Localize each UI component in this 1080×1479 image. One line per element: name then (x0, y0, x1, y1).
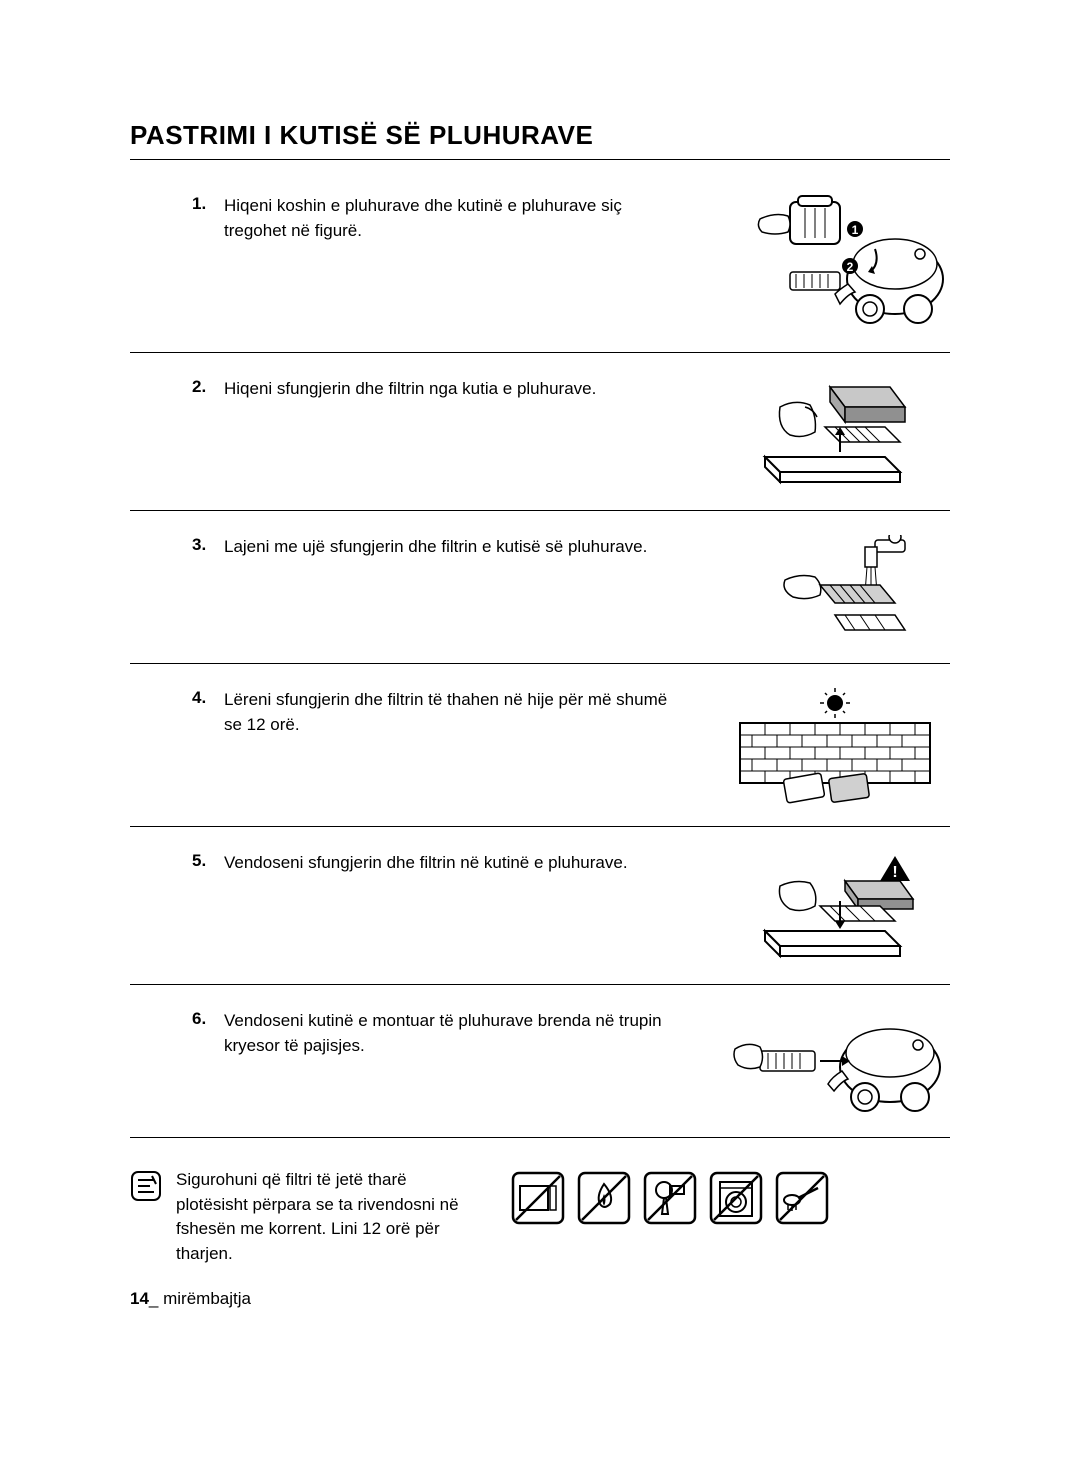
reinstall-bin-icon (720, 1009, 950, 1119)
step-text: Vendoseni kutinë e montuar të pluhurave … (224, 1009, 708, 1058)
dry-shade-icon (730, 688, 940, 808)
page-title: PASTRIMI I KUTISË SË PLUHURAVE (130, 120, 950, 151)
prohibition-icons (510, 1170, 830, 1226)
no-brush-icon (774, 1170, 830, 1226)
step-figure (720, 1009, 950, 1119)
step-number: 3. (192, 535, 212, 555)
step-number: 1. (192, 194, 212, 214)
step-text: Lajeni me ujë sfungjerin dhe filtrin e k… (224, 535, 708, 560)
step-1: 1. Hiqeni koshin e pluhurave dhe kutinë … (130, 188, 950, 334)
divider (130, 663, 950, 664)
page-footer: 14_ mirëmbajtja (130, 1289, 251, 1309)
insert-filter-icon: ! (745, 851, 925, 966)
step-number: 4. (192, 688, 212, 708)
no-fire-icon (576, 1170, 632, 1226)
step-5: 5. Vendoseni sfungjerin dhe filtrin në k… (130, 845, 950, 966)
step-text: Hiqeni sfungjerin dhe filtrin nga kutia … (224, 377, 708, 402)
step-text: Hiqeni koshin e pluhurave dhe kutinë e p… (224, 194, 708, 243)
manual-page: PASTRIMI I KUTISË SË PLUHURAVE 1. Hiqeni… (0, 0, 1080, 1327)
step-3: 3. Lajeni me ujë sfungjerin dhe filtrin … (130, 529, 950, 645)
step-text: Vendoseni sfungjerin dhe filtrin në kuti… (224, 851, 708, 876)
footer-label: _ mirëmbajtja (149, 1289, 251, 1308)
divider (130, 352, 950, 353)
footer-page-number: 14 (130, 1289, 149, 1308)
remove-sponge-filter-icon (745, 377, 925, 492)
divider (130, 1137, 950, 1138)
step-figure (720, 688, 950, 808)
no-hairdryer-icon (642, 1170, 698, 1226)
step-4: 4. Lëreni sfungjerin dhe filtrin të thah… (130, 682, 950, 808)
step-figure: 1 2 (720, 194, 950, 334)
svg-text:2: 2 (847, 260, 854, 274)
step-figure (720, 535, 950, 645)
step-number: 6. (192, 1009, 212, 1029)
no-washing-machine-icon (708, 1170, 764, 1226)
svg-text:!: ! (892, 864, 897, 881)
note-text: Sigurohuni që filtri të jetë tharë plotë… (176, 1168, 476, 1267)
step-figure (720, 377, 950, 492)
step-number: 5. (192, 851, 212, 871)
no-microwave-icon (510, 1170, 566, 1226)
svg-text:1: 1 (852, 223, 859, 237)
wash-filter-icon (745, 535, 925, 645)
divider (130, 826, 950, 827)
step-6: 6. Vendoseni kutinë e montuar të pluhura… (130, 1003, 950, 1119)
divider (130, 984, 950, 985)
step-2: 2. Hiqeni sfungjerin dhe filtrin nga kut… (130, 371, 950, 492)
divider (130, 510, 950, 511)
note-icon (130, 1170, 162, 1202)
step-text: Lëreni sfungjerin dhe filtrin të thahen … (224, 688, 708, 737)
note-row: Sigurohuni që filtri të jetë tharë plotë… (130, 1168, 950, 1267)
step-number: 2. (192, 377, 212, 397)
title-underline (130, 159, 950, 160)
vacuum-remove-bin-icon: 1 2 (720, 194, 950, 334)
step-figure: ! (720, 851, 950, 966)
